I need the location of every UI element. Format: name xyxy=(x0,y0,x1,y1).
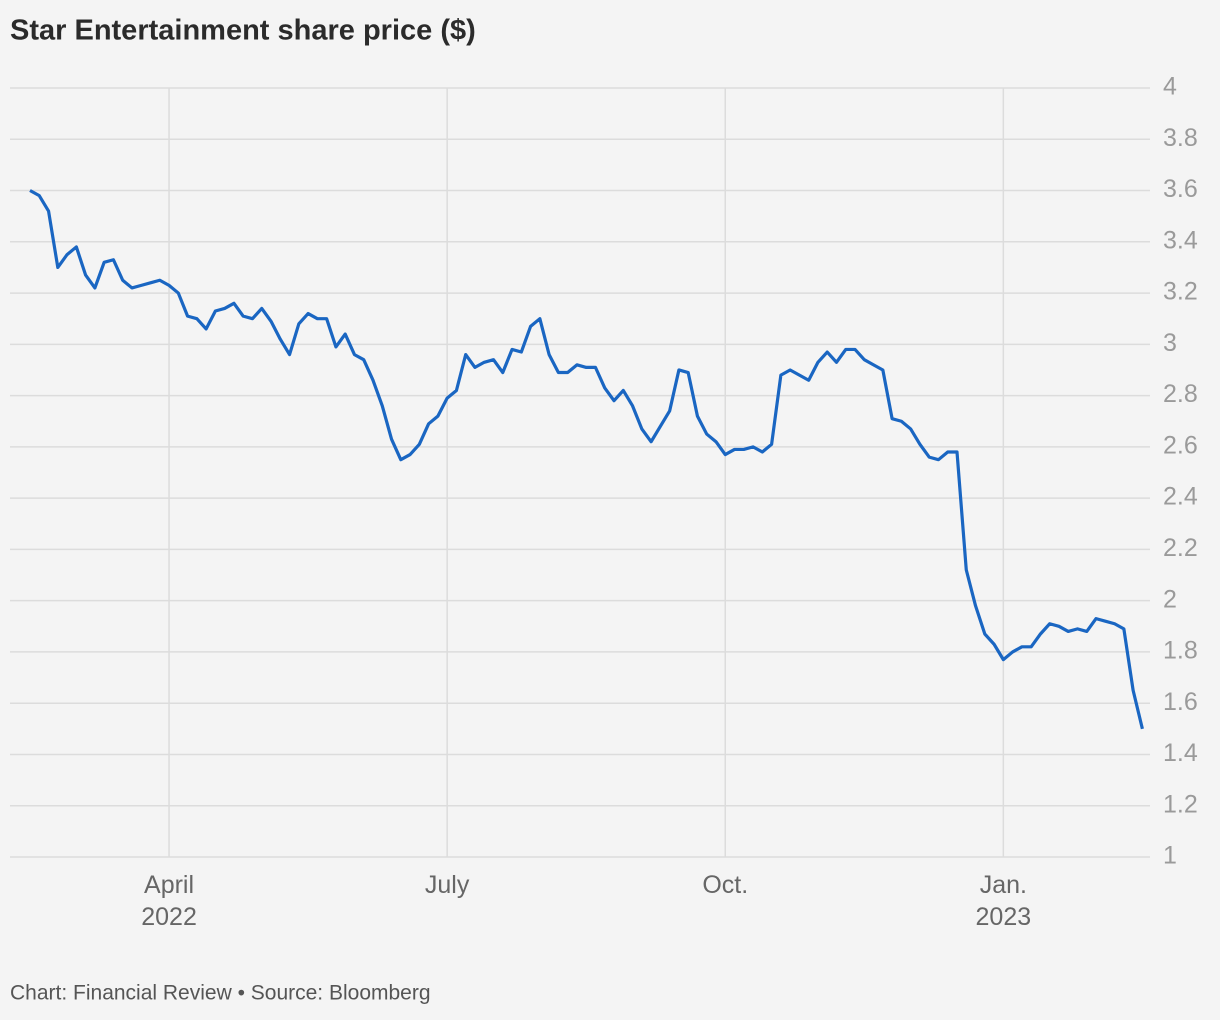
y-tick-label: 2.2 xyxy=(1163,534,1198,562)
y-tick-label: 3.8 xyxy=(1163,124,1198,152)
price-line xyxy=(29,189,1144,730)
y-tick-label: 3.2 xyxy=(1163,278,1198,306)
y-tick-label: 3 xyxy=(1163,329,1177,357)
chart-title: Star Entertainment share price ($) xyxy=(10,15,476,47)
y-tick-label: 1.6 xyxy=(1163,688,1198,716)
y-tick-label: 2 xyxy=(1163,585,1177,613)
y-tick-label: 2.6 xyxy=(1163,431,1198,459)
y-tick-label: 1.8 xyxy=(1163,637,1198,665)
y-tick-label: 1 xyxy=(1163,842,1177,870)
x-tick-label: Jan. 2023 xyxy=(976,871,1032,931)
y-tick-label: 1.4 xyxy=(1163,739,1198,767)
y-tick-label: 2.8 xyxy=(1163,380,1198,408)
y-tick-label: 1.2 xyxy=(1163,790,1198,818)
source-note: Chart: Financial Review • Source: Bloomb… xyxy=(10,982,431,1005)
x-tick-label: July xyxy=(425,871,470,899)
y-tick-label: 4 xyxy=(1163,73,1177,101)
x-tick-label: April 2022 xyxy=(141,871,197,931)
y-tick-label: 3.6 xyxy=(1163,175,1198,203)
y-tick-label: 3.4 xyxy=(1163,226,1198,254)
x-tick-label: Oct. xyxy=(702,871,748,899)
y-tick-label: 2.4 xyxy=(1163,483,1198,511)
